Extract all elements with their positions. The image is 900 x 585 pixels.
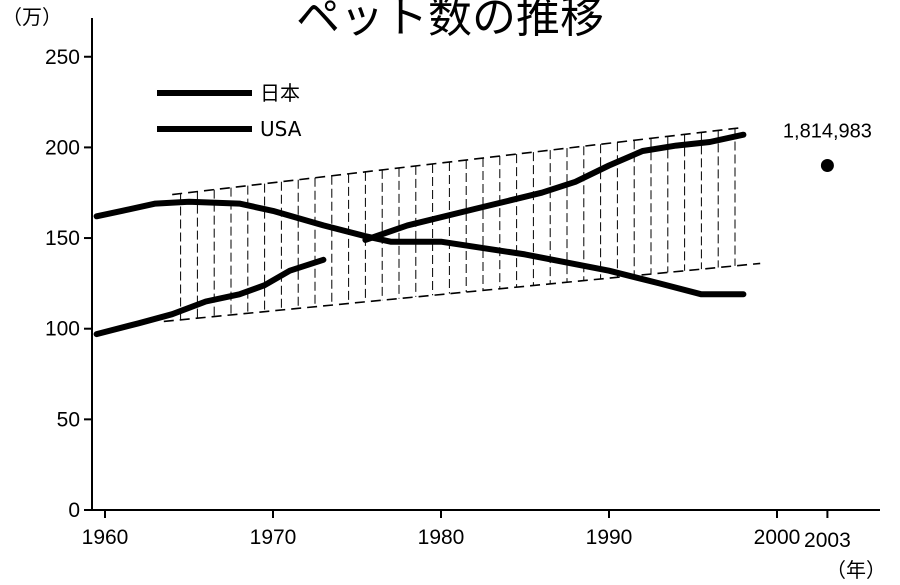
y-tick-label: 200 [45,136,80,159]
annotations: 1,814,983 [783,121,872,173]
annotation-label: 1,814,983 [783,121,872,143]
lower-trend-line [163,262,761,323]
y-tick-label: 0 [68,499,80,522]
x-tick-label: 1980 [418,526,465,549]
y-axis-unit: （万） [2,5,62,29]
legend-label-japan: 日本 [260,81,300,105]
axes: 0 50 100 150 200 250 1960 1970 1980 1990 2000 2003 [45,18,880,552]
trend-lines [163,126,761,323]
x-axis-unit: （年） [826,558,886,582]
chart-title: ペット数の推移 [296,0,604,43]
legend: 日本 USA [157,81,302,141]
x-tick-label: 1970 [250,526,297,549]
x-tick-label: 2000 [754,526,801,549]
x-tick-label: 1990 [586,526,633,549]
x-tick-label: 1960 [82,526,129,549]
y-tick-label: 150 [45,227,80,250]
y-tick-label: 50 [57,408,80,431]
upper-trend-line [172,126,744,196]
series-lines [93,131,747,338]
series-line-japan [93,198,747,298]
y-tick-label: 250 [45,46,80,69]
y-tick-label: 100 [45,318,80,341]
annotation-point [820,159,834,173]
x-tick-label: 2003 [804,529,851,552]
hatch-region [180,128,736,320]
series-line-usa-segment-1 [93,256,327,338]
legend-label-usa: USA [260,117,302,141]
series-line-usa-segment-2 [362,131,747,243]
